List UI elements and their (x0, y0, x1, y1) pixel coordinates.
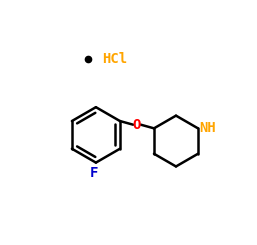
Text: O: O (133, 118, 141, 132)
Text: F: F (90, 166, 98, 180)
Text: NH: NH (199, 121, 216, 135)
Text: HCl: HCl (102, 52, 127, 66)
